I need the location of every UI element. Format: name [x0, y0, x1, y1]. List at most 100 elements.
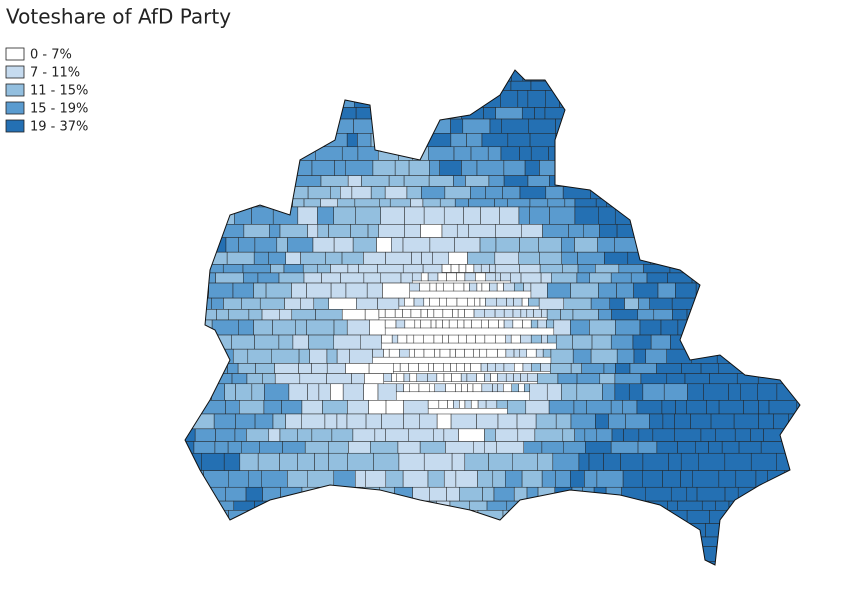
district — [287, 470, 308, 488]
district — [326, 363, 346, 374]
district — [427, 373, 438, 382]
district — [317, 264, 331, 274]
district — [410, 198, 424, 208]
district — [550, 363, 572, 374]
district — [300, 251, 326, 265]
district — [225, 400, 240, 415]
district — [457, 309, 465, 318]
district — [710, 413, 735, 430]
district — [361, 175, 390, 187]
district — [428, 175, 454, 187]
district — [349, 348, 373, 364]
district — [496, 400, 508, 409]
district — [403, 400, 429, 415]
district — [517, 90, 529, 108]
district — [562, 264, 579, 274]
district — [456, 363, 465, 372]
district — [265, 282, 292, 299]
district — [432, 251, 449, 265]
district — [518, 206, 530, 225]
district — [429, 237, 455, 253]
district — [586, 400, 612, 415]
district — [328, 441, 349, 454]
district — [488, 175, 505, 187]
district — [259, 297, 285, 310]
district — [642, 452, 669, 471]
district — [534, 107, 546, 120]
district — [457, 319, 465, 329]
district — [695, 441, 709, 454]
district — [687, 383, 704, 401]
district — [530, 319, 539, 329]
district — [519, 237, 539, 253]
district — [476, 373, 485, 382]
district — [476, 160, 505, 176]
district — [448, 334, 459, 344]
district — [313, 297, 329, 310]
district — [563, 441, 586, 454]
district — [373, 452, 400, 471]
district — [330, 264, 349, 274]
district — [446, 272, 457, 282]
district — [241, 441, 260, 454]
district — [308, 334, 335, 350]
district — [581, 363, 605, 374]
district — [434, 348, 441, 358]
district — [484, 373, 491, 382]
district — [522, 319, 532, 329]
district — [453, 400, 460, 409]
district — [194, 428, 216, 442]
district — [529, 133, 556, 148]
district — [547, 334, 557, 344]
district — [500, 90, 519, 108]
district — [278, 272, 305, 284]
district — [379, 198, 391, 208]
district — [430, 319, 437, 329]
district — [573, 400, 587, 415]
district — [414, 319, 421, 329]
district — [591, 334, 612, 350]
district — [254, 334, 280, 350]
district — [537, 452, 554, 471]
district — [597, 237, 615, 253]
district — [251, 206, 274, 225]
district — [346, 413, 367, 430]
district — [257, 272, 280, 284]
district — [750, 452, 777, 471]
district — [546, 383, 562, 401]
district — [354, 198, 380, 208]
district — [380, 272, 402, 284]
district — [500, 146, 520, 161]
district — [603, 452, 621, 471]
district — [364, 309, 380, 321]
district — [649, 413, 664, 430]
district — [328, 224, 351, 238]
district — [480, 264, 490, 273]
district — [419, 413, 438, 430]
district — [383, 348, 390, 358]
district — [330, 383, 344, 401]
district — [512, 319, 523, 329]
district — [330, 186, 341, 200]
district — [498, 319, 505, 329]
district — [322, 400, 348, 415]
district — [616, 282, 634, 299]
district — [497, 373, 507, 382]
district — [333, 319, 348, 336]
legend-swatch — [5, 65, 25, 79]
district — [222, 264, 244, 274]
district — [530, 146, 549, 161]
district — [482, 486, 495, 502]
district — [464, 309, 475, 318]
district — [715, 428, 736, 442]
district — [437, 272, 447, 282]
district — [441, 264, 452, 273]
district — [408, 428, 434, 442]
district — [378, 309, 386, 318]
district — [399, 363, 409, 372]
district — [743, 400, 759, 415]
district — [241, 297, 261, 310]
district — [443, 363, 451, 372]
district — [542, 224, 569, 238]
district — [524, 160, 540, 176]
